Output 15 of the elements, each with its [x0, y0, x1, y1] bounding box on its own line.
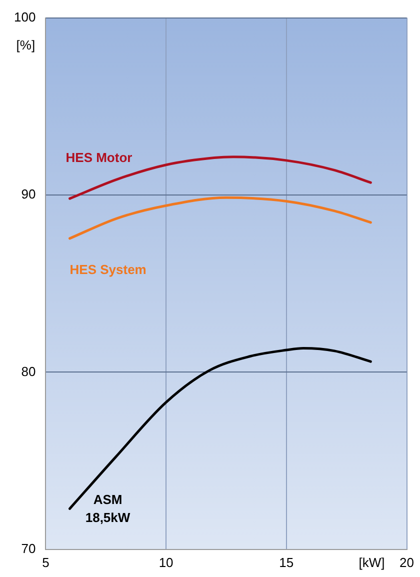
series-label: HES Motor [66, 150, 132, 166]
y-tick-label: 90 [21, 186, 36, 202]
series-label: ASM 18,5kW [85, 492, 131, 526]
x-tick-label: 5 [42, 554, 50, 570]
x-tick-label: 15 [279, 554, 294, 570]
line-series [68, 196, 372, 240]
y-axis-title: [%] [16, 37, 36, 52]
x-tick-label: 10 [158, 554, 174, 570]
y-tick-label: 70 [21, 540, 36, 556]
x-tick-label: 20 [400, 554, 414, 570]
y-tick-label: 80 [21, 364, 36, 379]
line-series [68, 347, 372, 510]
series-label: HES System [70, 262, 146, 277]
y-tick-label: 100 [14, 9, 36, 24]
x-axis-title: [kW] [358, 554, 385, 570]
